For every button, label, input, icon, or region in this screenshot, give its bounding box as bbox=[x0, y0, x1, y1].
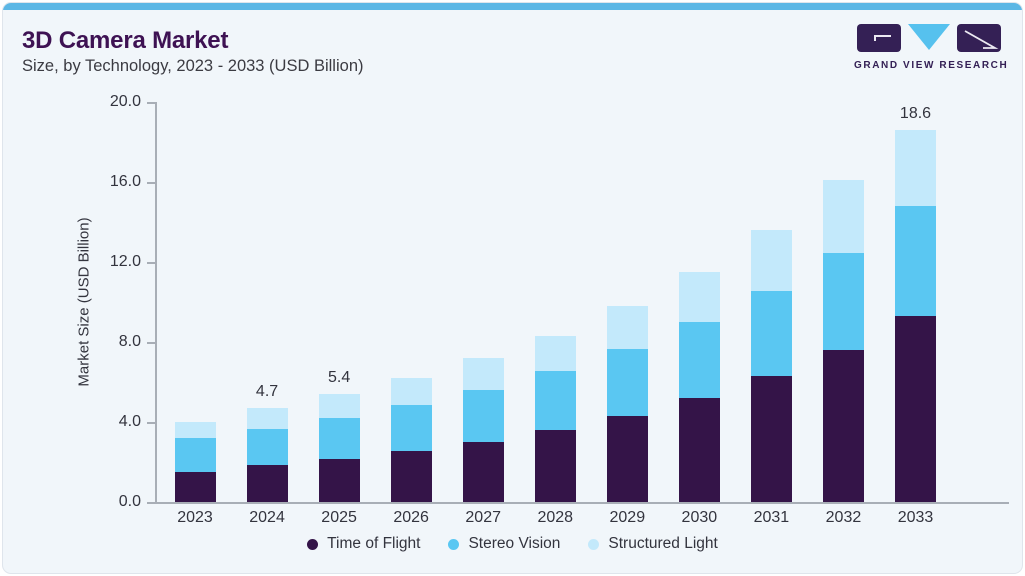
x-axis-label-2028: 2028 bbox=[537, 509, 574, 526]
legend-item-time-of-flight: Time of Flight bbox=[307, 535, 420, 553]
bar-segment-structured-light-2030 bbox=[678, 272, 720, 322]
bar-segment-structured-light-2023 bbox=[174, 422, 216, 438]
y-axis-line bbox=[155, 102, 157, 502]
bar-segment-time-of-flight-2028 bbox=[534, 430, 576, 502]
y-axis-tick-label: 12.0 bbox=[109, 253, 141, 270]
bar-segment-stereo-vision-2025 bbox=[318, 418, 360, 459]
x-axis-label-2026: 2026 bbox=[393, 509, 429, 526]
y-axis-tick-label: 20.0 bbox=[109, 93, 141, 110]
x-axis-label-2024: 2024 bbox=[249, 509, 285, 526]
bar-segment-stereo-vision-2030 bbox=[678, 322, 720, 398]
y-axis-tick-label: 8.0 bbox=[118, 333, 141, 350]
y-axis-tick-label: 16.0 bbox=[109, 173, 141, 190]
logo-text: GRAND VIEW RESEARCH bbox=[854, 60, 1009, 71]
bar-total-label-2025: 5.4 bbox=[327, 369, 351, 386]
x-axis-line bbox=[155, 502, 1009, 504]
bar-segment-time-of-flight-2025 bbox=[318, 459, 360, 502]
bar-segment-structured-light-2032 bbox=[822, 180, 864, 253]
bar-segment-stereo-vision-2023 bbox=[174, 438, 216, 472]
legend-dot-icon bbox=[448, 538, 460, 550]
bar-segment-time-of-flight-2024 bbox=[246, 465, 288, 502]
bar-segment-stereo-vision-2029 bbox=[606, 349, 648, 416]
x-axis-label-2029: 2029 bbox=[609, 509, 646, 526]
legend-label: Time of Flight bbox=[327, 535, 421, 552]
legend-item-structured-light: Structured Light bbox=[588, 535, 718, 553]
bar-segment-stereo-vision-2024 bbox=[246, 429, 288, 465]
bar-segment-structured-light-2029 bbox=[606, 306, 648, 349]
x-axis-label-2027: 2027 bbox=[465, 509, 501, 526]
x-axis-label-2023: 2023 bbox=[177, 509, 213, 526]
bar-segment-structured-light-2025 bbox=[318, 394, 360, 418]
legend-dot-icon bbox=[307, 538, 319, 550]
legend-label: Stereo Vision bbox=[468, 535, 561, 552]
x-axis-label-2032: 2032 bbox=[825, 509, 862, 526]
chart-legend: Time of Flight Stereo Vision Structured Li… bbox=[3, 535, 1022, 553]
bar-segment-time-of-flight-2031 bbox=[750, 376, 792, 502]
bar-segment-stereo-vision-2033 bbox=[895, 206, 936, 316]
y-axis-tick bbox=[147, 502, 155, 504]
y-axis-tick bbox=[147, 262, 155, 264]
y-axis-tick bbox=[147, 422, 155, 424]
bar-segment-structured-light-2028 bbox=[534, 336, 576, 371]
bar-segment-structured-light-2024 bbox=[246, 408, 288, 429]
bar-segment-time-of-flight-2023 bbox=[174, 472, 216, 502]
bar-segment-time-of-flight-2026 bbox=[390, 451, 432, 502]
legend-item-stereo-vision: Stereo Vision bbox=[448, 535, 560, 553]
accent-top-bar bbox=[3, 3, 1022, 10]
y-axis-tick-label: 0.0 bbox=[118, 493, 141, 510]
x-axis-label-2031: 2031 bbox=[753, 509, 790, 526]
y-axis-tick-label: 4.0 bbox=[118, 413, 141, 430]
bar-segment-time-of-flight-2030 bbox=[678, 398, 720, 502]
bar-segment-time-of-flight-2029 bbox=[606, 416, 648, 502]
bar-total-label-2024: 4.7 bbox=[255, 383, 279, 400]
bar-segment-time-of-flight-2027 bbox=[462, 442, 504, 502]
x-axis-label-2033: 2033 bbox=[897, 509, 934, 526]
bar-segment-stereo-vision-2032 bbox=[822, 253, 864, 350]
x-axis-label-2025: 2025 bbox=[321, 509, 357, 526]
bar-total-label-2033: 18.6 bbox=[899, 105, 932, 122]
bar-segment-structured-light-2033 bbox=[895, 130, 936, 206]
bar-segment-stereo-vision-2027 bbox=[462, 390, 504, 442]
bar-segment-structured-light-2026 bbox=[390, 378, 432, 405]
page-subtitle: Size, by Technology, 2023 - 2033 (USD Bi… bbox=[22, 57, 364, 75]
bar-segment-stereo-vision-2031 bbox=[750, 291, 792, 376]
bar-segment-structured-light-2031 bbox=[750, 230, 792, 291]
bar-segment-stereo-vision-2028 bbox=[534, 371, 576, 430]
y-axis-tick bbox=[147, 342, 155, 344]
bar-segment-time-of-flight-2032 bbox=[822, 350, 864, 502]
y-axis-tick bbox=[147, 182, 155, 184]
x-axis-label-2030: 2030 bbox=[681, 509, 718, 526]
page-title: 3D Camera Market bbox=[22, 27, 229, 54]
y-axis-tick bbox=[147, 102, 155, 104]
logo-mark-icon bbox=[857, 24, 1001, 52]
bar-segment-stereo-vision-2026 bbox=[390, 405, 432, 451]
logo: GRAND VIEW RESEARCH bbox=[854, 23, 1009, 71]
bar-segment-structured-light-2027 bbox=[462, 358, 504, 390]
legend-dot-icon bbox=[588, 538, 600, 550]
bar-segment-time-of-flight-2033 bbox=[895, 316, 936, 502]
legend-label: Structured Light bbox=[608, 535, 718, 552]
stacked-bar-chart: 0.0 4.0 8.0 12.0 16.0 20.0 Market Size (USD Bi… bbox=[3, 3, 1022, 573]
y-axis-title: Market Size (USD Billion) bbox=[75, 217, 93, 387]
